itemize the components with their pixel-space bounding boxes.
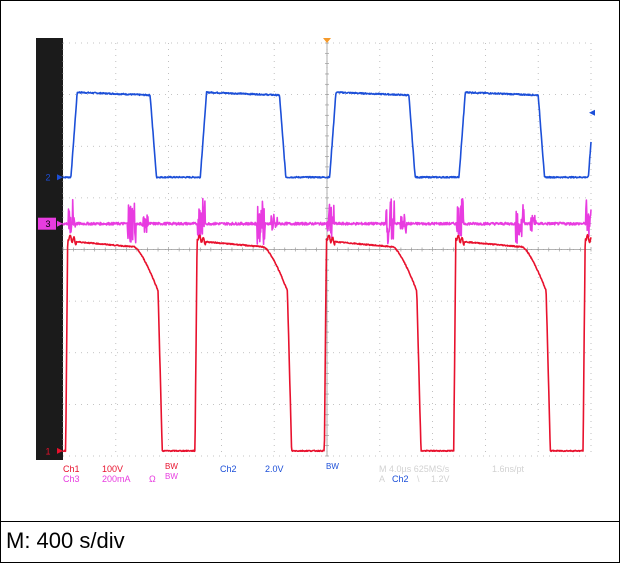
- ch1-marker-label: 1: [45, 446, 50, 456]
- trigger-slope-icon: \: [417, 474, 420, 484]
- oscilloscope-plot: 2 3 1: [38, 38, 595, 457]
- ch2-marker-arrow-icon: [57, 174, 63, 181]
- ch3-marker-label: 3: [45, 219, 50, 229]
- ch3-scale: 200mA: [102, 474, 131, 484]
- trigger-prefix: A: [379, 474, 386, 484]
- ch1-trace: [62, 233, 592, 453]
- ch3-coupling-icon: Ω: [149, 474, 156, 484]
- resolution-readout: 1.6ns/pt: [492, 464, 525, 474]
- ch1-label: Ch1: [63, 464, 80, 474]
- trigger-level-icon: [589, 109, 595, 116]
- ch2-trace: [62, 91, 592, 179]
- trigger-position-icon: [323, 38, 331, 43]
- ch2-scale: 2.0V: [265, 464, 284, 474]
- figure-caption: M: 400 s/div: [6, 528, 125, 553]
- ch3-label: Ch3: [63, 474, 80, 484]
- ch2-marker-label: 2: [45, 173, 50, 183]
- ch3-marker-arrow-icon: [57, 220, 63, 227]
- ch1-bandwidth: BW: [165, 462, 178, 471]
- timebase-readout: M 4.0µs 625MS/s: [379, 464, 450, 474]
- ch2-bandwidth: BW: [326, 462, 339, 471]
- channel-markers: 2 3 1: [38, 109, 595, 456]
- oscilloscope-screen: [36, 38, 596, 498]
- caption-divider: [1, 521, 619, 522]
- ch3-bandwidth: BW: [165, 472, 178, 481]
- ch1-marker-arrow-icon: [57, 447, 63, 454]
- ch3-trace: [62, 197, 592, 246]
- traces: [62, 91, 592, 453]
- channel-marker-strip: [36, 38, 63, 460]
- ch1-scale: 100V: [102, 464, 124, 474]
- trigger-level: 1.2V: [431, 474, 450, 484]
- ch2-label: Ch2: [220, 464, 237, 474]
- ch3-marker-badge: [38, 217, 56, 230]
- trigger-source: Ch2: [392, 474, 409, 484]
